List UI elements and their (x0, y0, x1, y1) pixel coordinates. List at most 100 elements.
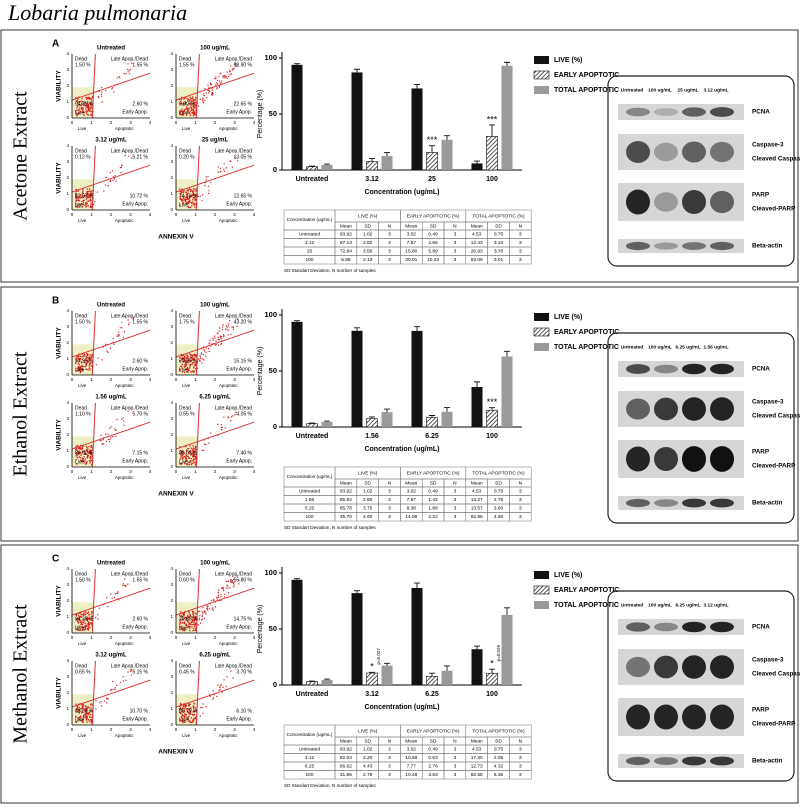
y-axis-label: Percentage (%) (257, 347, 264, 396)
y-tick-label: 2 (170, 175, 173, 180)
table-cell-text: 0.75 (494, 489, 504, 495)
table-cell-text: 3 (388, 506, 391, 512)
table-subheader: N (519, 480, 523, 486)
table-note: SD Standart Deviation, N number of sampl… (284, 268, 376, 273)
y-tick-label: 1 (170, 99, 173, 104)
x-tick-label: 0 (71, 377, 74, 382)
error-bar (504, 350, 510, 357)
x-tick-label: 2 (110, 635, 113, 640)
quadrant-label: Late Apop./Dead (111, 571, 148, 577)
quadrant-value: 86.00 % (75, 450, 94, 456)
x-tick-label: 3 (129, 469, 132, 474)
table-cell-text: 4.32 (494, 764, 504, 770)
y-tick-label: 2 (170, 83, 173, 88)
table-cell-text: 85.92 (340, 497, 352, 503)
error-bar (504, 61, 510, 66)
y-axis-label: Percentage (%) (257, 605, 264, 654)
table-cell-text: 4.60 (363, 514, 373, 520)
gate-line (91, 310, 96, 376)
table-cell-text: 4.43 (363, 764, 373, 770)
quadrant-value: 14.75 % (234, 616, 253, 622)
blot-band (682, 655, 706, 679)
quadrant-label: Live (75, 202, 84, 208)
quadrant-value: 94.35 % (75, 358, 94, 364)
blot-band (626, 704, 650, 730)
gate-line (91, 660, 96, 726)
table-header: EARLY APOPTOTIC (%) (407, 728, 460, 734)
error-bar (309, 165, 315, 167)
quadrant-label: Early Apop. (226, 201, 252, 207)
error-bar (384, 662, 390, 666)
quadrant-value: 1.55 % (132, 319, 148, 325)
legend-label: EARLY APOPTOTIC (554, 72, 619, 79)
legend-label: EARLY APOPTOTIC (554, 587, 619, 594)
table-cell (509, 512, 532, 522)
y-tick-label: 3 (66, 674, 69, 679)
protein-label: Beta-actin (752, 243, 783, 250)
table-subheader: Mean (405, 738, 417, 744)
quadrant-label: Early Apop. (122, 201, 148, 207)
table-cell-text: 7.67 (407, 240, 417, 246)
lane-label: Untreated (621, 602, 643, 608)
table-cell-text: 3.02 (407, 747, 417, 753)
table-cell-text: 3 (388, 232, 391, 238)
quadrant-label: Live (179, 717, 188, 723)
gate-line (175, 587, 255, 616)
x-tick-label: 2 (214, 469, 217, 474)
quadrant-value: 1.50 % (75, 577, 91, 583)
table-cell-text: 3 (454, 506, 457, 512)
table-subheader: Mean (405, 480, 417, 486)
y-tick-label: 2 (170, 432, 173, 437)
cell-dots (179, 62, 237, 117)
quadrant-label: Early Apop. (226, 458, 252, 464)
table-cell (509, 770, 532, 780)
legend-label: TOTAL APOPTOTIC (554, 602, 619, 609)
error-bar (294, 63, 300, 65)
legend-label: LIVE (%) (554, 572, 582, 579)
error-bar (324, 420, 330, 422)
y-tick-label: 1 (66, 99, 69, 104)
y-tick-label: 1 (170, 356, 173, 361)
gate-line (195, 145, 200, 211)
quadrant-value: 6.10 % (236, 708, 252, 714)
error-bar (489, 124, 495, 137)
panel-label: Methanol Extract (10, 604, 32, 744)
protein-label: PARP (752, 707, 769, 714)
y-tick-label: 1 (66, 706, 69, 711)
table-subheader: SD (364, 223, 371, 229)
y-tick-label: 0 (273, 680, 277, 689)
x-tick-label: 3.12 (365, 691, 379, 698)
plot-title: 100 ug/mL (200, 46, 230, 52)
cell-dots (179, 156, 239, 209)
bar (321, 164, 333, 170)
error-bar (324, 678, 330, 680)
table-cell-text: 4.53 (472, 747, 482, 753)
y-tick-label: 4 (170, 308, 173, 313)
x-tick-label: 4 (253, 120, 256, 125)
protein-label: Beta-actin (752, 500, 783, 507)
error-bar (504, 607, 510, 615)
x-tick-label: 2 (214, 727, 217, 732)
plot-title: Untreated (97, 561, 125, 567)
error-bar (354, 68, 360, 73)
plot-title: 100 ug/mL (200, 561, 230, 567)
protein-label: Cleaved Caspase-3 (752, 413, 800, 420)
bar (306, 681, 318, 686)
quadrant-label: Live (75, 625, 84, 631)
legend-label: LIVE (%) (554, 314, 582, 321)
quadrant-label: Live (75, 367, 84, 373)
quadrant-value: 94.35 % (75, 101, 94, 107)
x-tick-label: 2 (110, 469, 113, 474)
x-tick-label: 1 (90, 377, 93, 382)
x-tick-label: 1 (90, 635, 93, 640)
x-axis-label: ANNEXIN V (158, 491, 194, 498)
table-cell-text: 3 (519, 232, 522, 238)
quadrant-value: 89.75 % (179, 708, 198, 714)
quadrant-value: 5.21 % (132, 154, 148, 160)
y-tick-label: 4 (66, 658, 69, 663)
y-tick-label: 0 (170, 115, 173, 120)
error-bar (474, 160, 480, 164)
x-tick-label: 3 (233, 212, 236, 217)
table-cell-text: 3 (519, 257, 522, 263)
x-sub-label: Apoptotic (115, 475, 135, 480)
